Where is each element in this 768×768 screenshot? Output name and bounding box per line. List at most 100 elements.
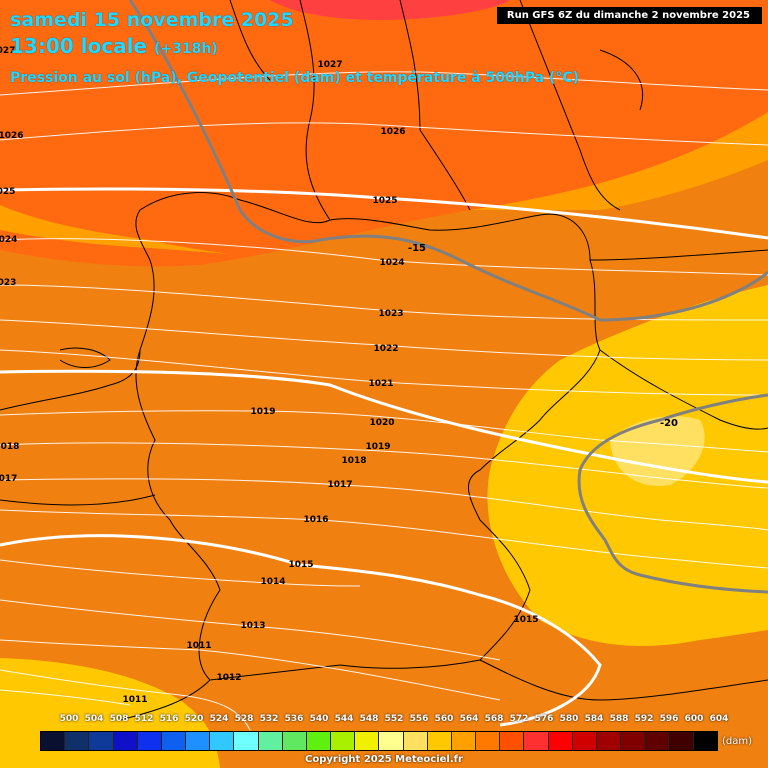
isobar-label: 1023 xyxy=(378,309,403,319)
isobar-label: 1011 xyxy=(122,695,147,705)
scale-swatch xyxy=(669,732,694,750)
isobar-label: 018 xyxy=(1,442,20,452)
isobar-label: 1022 xyxy=(373,344,398,354)
scale-label: 596 xyxy=(659,714,679,724)
scale-swatch xyxy=(500,732,525,750)
scale-label: 548 xyxy=(359,714,379,724)
map-subtitle: Pression au sol (hPa), Geopotentiel (dam… xyxy=(10,70,579,86)
run-info-banner: Run GFS 6Z du dimanche 2 novembre 2025 xyxy=(496,7,762,24)
scale-swatch xyxy=(621,732,646,750)
isotherm-label: -20 xyxy=(660,418,678,429)
isobar-label: 1026 xyxy=(380,127,405,137)
isobar-label: 1012 xyxy=(216,673,241,683)
scale-label: 576 xyxy=(534,714,554,724)
isobar-label: 1018 xyxy=(341,456,366,466)
scale-swatch xyxy=(186,732,211,750)
scale-swatch xyxy=(693,732,717,750)
scale-swatch xyxy=(89,732,114,750)
scale-label: 512 xyxy=(134,714,154,724)
scale-label: 560 xyxy=(434,714,454,724)
scale-swatch xyxy=(306,732,332,750)
scale-swatch xyxy=(596,732,622,750)
band-560-564 xyxy=(610,416,705,486)
isobar-label: 023 xyxy=(0,278,16,288)
band-580-584 xyxy=(270,0,510,20)
forecast-time: 13:00 locale (+318h) xyxy=(10,34,218,58)
isotherm-lines xyxy=(128,0,768,594)
isobar-label: 1019 xyxy=(250,407,275,417)
scale-label: 564 xyxy=(459,714,479,724)
scale-label: 580 xyxy=(559,714,579,724)
scale-label: 516 xyxy=(159,714,179,724)
isotherm-label: -15 xyxy=(408,243,426,254)
scale-label: 588 xyxy=(609,714,629,724)
scale-swatch xyxy=(161,732,187,750)
scale-label: 584 xyxy=(584,714,604,724)
color-scale-bar xyxy=(40,731,718,751)
copyright: Copyright 2025 Meteociel.fr xyxy=(305,754,463,765)
forecast-offset: (+318h) xyxy=(153,41,218,57)
isobar-label: 1025 xyxy=(372,196,397,206)
color-scale-labels: 500 504 508 512 516 520 524 528 532 536 540 544 548 5… xyxy=(40,714,729,726)
scale-swatch xyxy=(210,732,235,750)
scale-swatch xyxy=(65,732,90,750)
scale-swatch xyxy=(234,732,259,750)
scale-label: 536 xyxy=(284,714,304,724)
band-568-572-east xyxy=(470,112,768,210)
scale-label: 520 xyxy=(184,714,204,724)
scale-swatch xyxy=(331,732,356,750)
scale-label: 528 xyxy=(234,714,254,724)
isobar-label: 025 xyxy=(0,187,15,197)
isobar-label: 027 xyxy=(0,46,15,56)
scale-label: 504 xyxy=(84,714,104,724)
scale-label: 556 xyxy=(409,714,429,724)
scale-swatch xyxy=(476,732,501,750)
scale-label: 572 xyxy=(509,714,529,724)
scale-swatch xyxy=(355,732,380,750)
scale-swatch xyxy=(548,732,573,750)
scale-label: 544 xyxy=(334,714,354,724)
band-568-572-lower xyxy=(0,205,230,254)
scale-label: 508 xyxy=(109,714,129,724)
temperature-labels: -15 -20 xyxy=(408,243,678,429)
isobar-label: 1014 xyxy=(260,577,285,587)
forecast-date: samedi 15 novembre 2025 xyxy=(10,9,294,31)
scale-swatch xyxy=(427,732,452,750)
scale-label: 552 xyxy=(384,714,404,724)
scale-label: 540 xyxy=(309,714,329,724)
scale-swatch xyxy=(572,732,597,750)
isobar-label: 1027 xyxy=(317,60,342,70)
isobar-lines-thin xyxy=(0,71,768,731)
isobar-label: 1020 xyxy=(369,418,394,428)
scale-label: 568 xyxy=(484,714,504,724)
isobar-label: 1024 xyxy=(379,258,404,268)
scale-label: 604 xyxy=(709,714,729,724)
isobar-label: 1016 xyxy=(303,515,328,525)
scale-swatch xyxy=(113,732,138,750)
scale-swatch xyxy=(282,732,307,750)
isobar-label: 024 xyxy=(0,235,17,245)
scale-swatch xyxy=(137,732,162,750)
isobar-label: 1011 xyxy=(186,641,211,651)
scale-label: 600 xyxy=(684,714,704,724)
country-borders xyxy=(0,0,768,721)
isobar-label: 1026 xyxy=(0,131,24,141)
isobar-label: 1021 xyxy=(368,379,393,389)
scale-swatch xyxy=(451,732,477,750)
isobar-labels: 1027 027 1026 1026 1025 025 024 1024 023 1023 1022… xyxy=(0,46,539,705)
scale-swatch xyxy=(258,732,283,750)
isobar-label: 017 xyxy=(0,474,17,484)
isobar-label: 1019 xyxy=(365,442,390,452)
scale-swatch xyxy=(403,732,428,750)
scale-swatch xyxy=(379,732,404,750)
forecast-time-value: 13:00 locale xyxy=(10,34,147,58)
isobar-label: 1015 xyxy=(288,560,313,570)
isobar-label: 1013 xyxy=(240,621,265,631)
isobar-lines-thick xyxy=(0,187,768,727)
scale-label: 500 xyxy=(59,714,79,724)
band-576-580 xyxy=(0,0,768,267)
scale-unit: (dam) xyxy=(722,736,753,747)
scale-swatch xyxy=(645,732,670,750)
scale-label: 532 xyxy=(259,714,279,724)
